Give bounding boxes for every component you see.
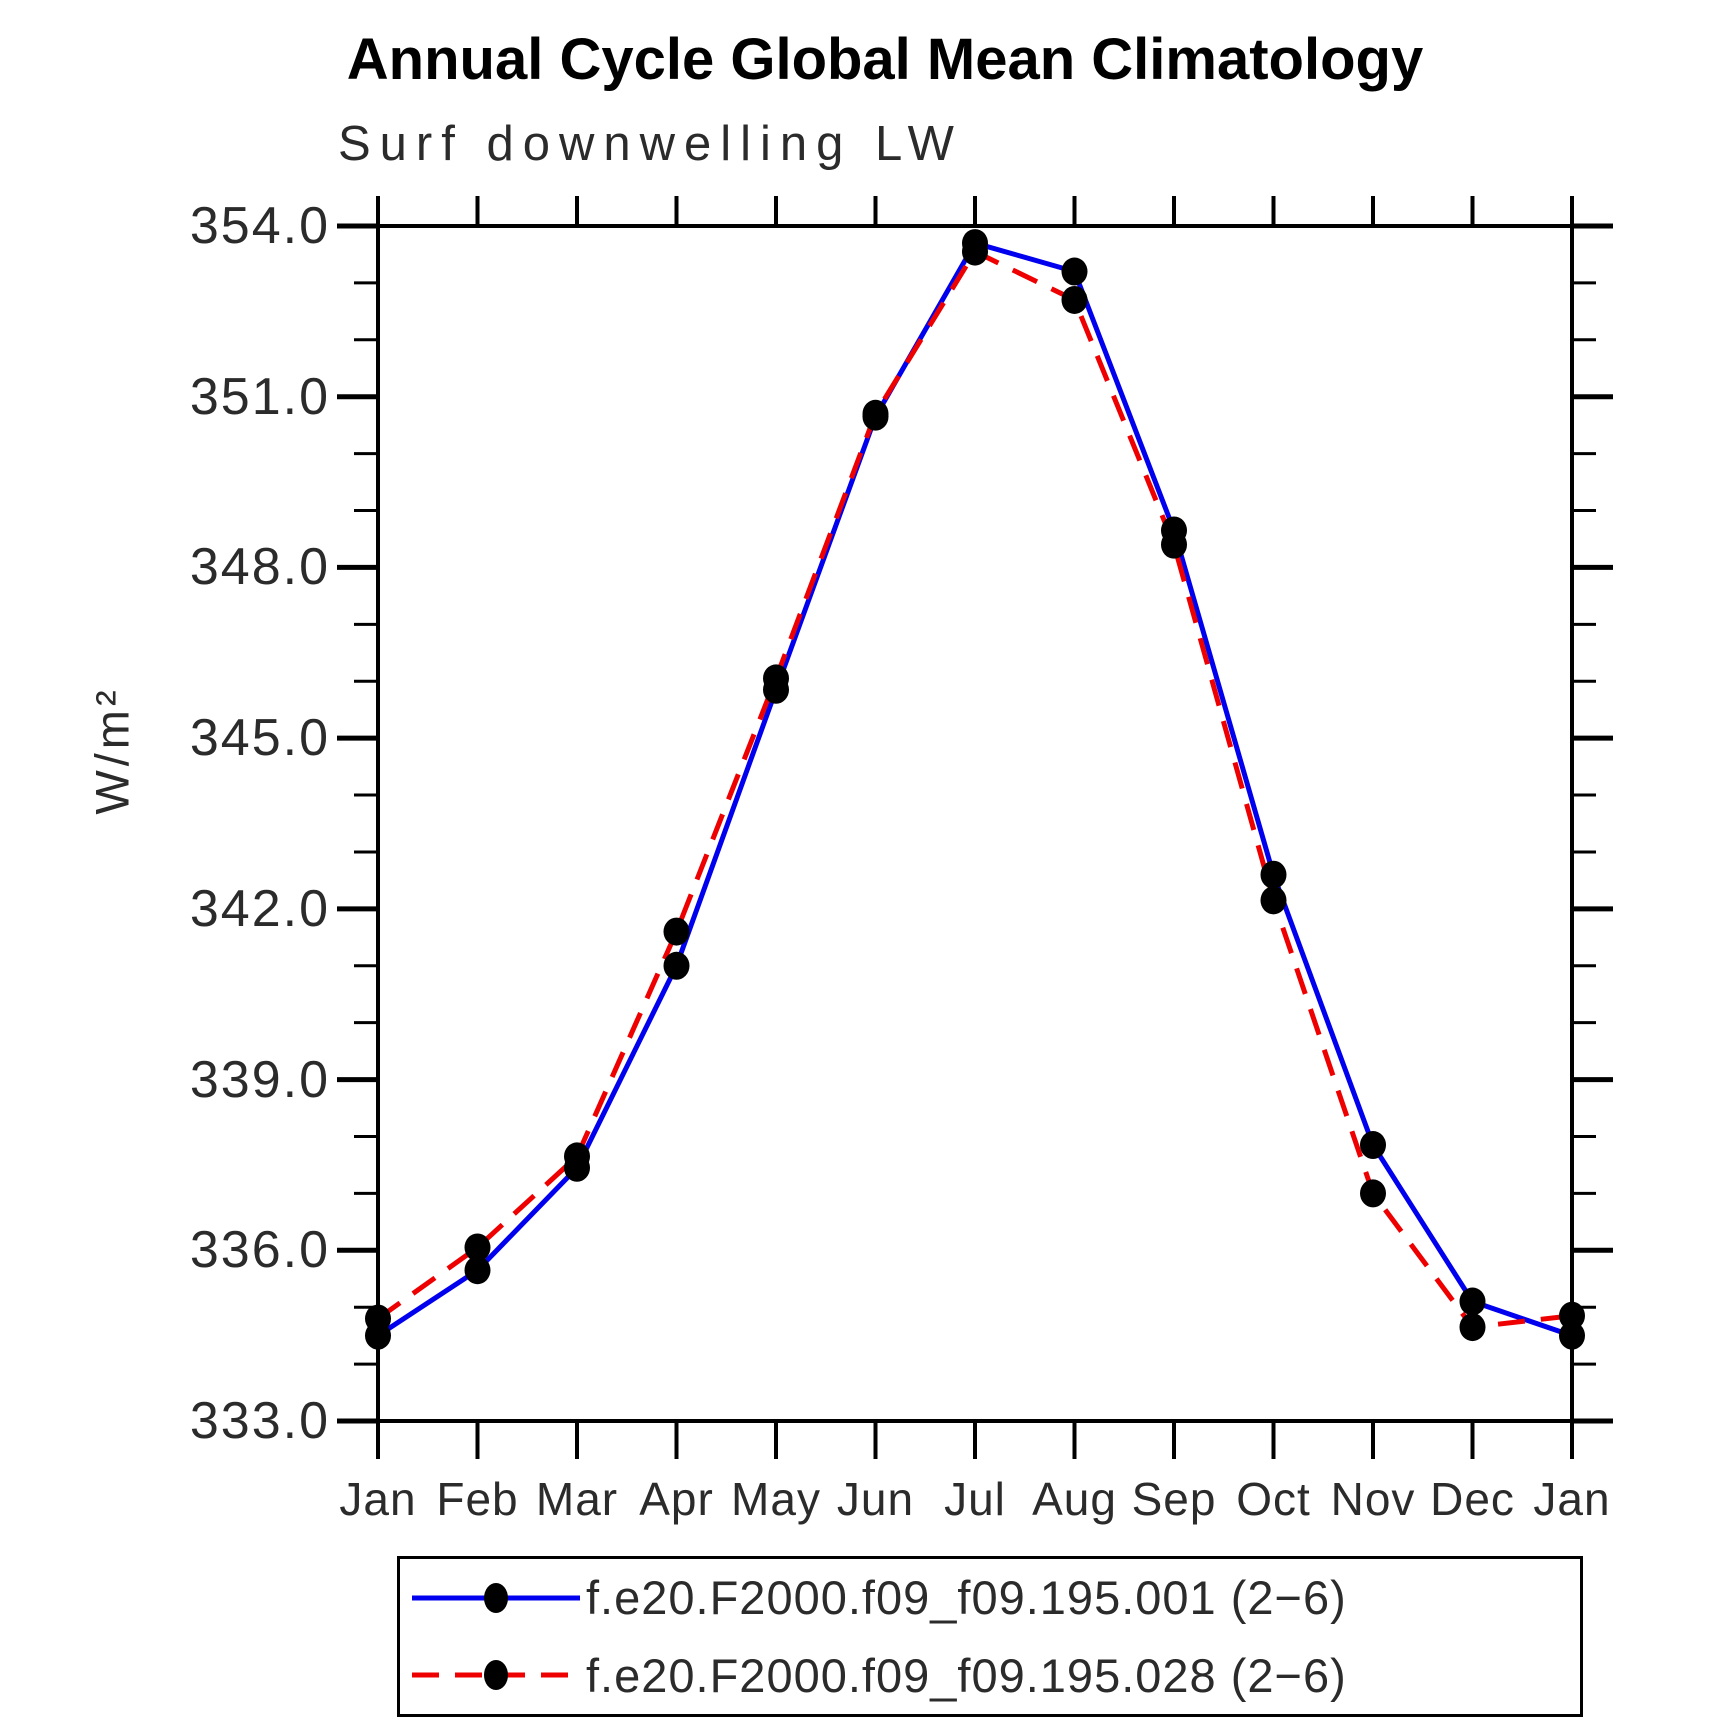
data-point-marker (464, 1256, 491, 1285)
y-tick-label: 333.0 (189, 1392, 330, 1450)
data-point-marker (763, 664, 789, 693)
x-tick-label: Jan (339, 1473, 417, 1525)
legend-sample-solid-line (412, 1582, 580, 1613)
y-tick-label: 336.0 (189, 1221, 330, 1280)
x-tick-label: May (731, 1473, 821, 1525)
data-point-marker (663, 917, 690, 946)
legend-label-series-2: f.e20.F2000.f09_f09.195.028 (2−6) (586, 1648, 1347, 1702)
data-point-marker (1559, 1321, 1585, 1350)
x-tick-label: Jun (836, 1473, 915, 1525)
x-tick-label: Mar (535, 1473, 619, 1525)
y-tick-label: 351.0 (189, 367, 330, 426)
data-point-marker (1061, 257, 1088, 286)
data-point-marker (1459, 1313, 1486, 1342)
legend-row-series-2: f.e20.F2000.f09_f09.195.028 (2−6) (400, 1637, 1580, 1715)
data-point-marker (464, 1233, 491, 1262)
plot-frame (376, 224, 1574, 1423)
data-point-marker (1360, 1179, 1386, 1208)
x-tick-label: Jul (944, 1473, 1006, 1525)
x-tick-label: Dec (1430, 1473, 1515, 1525)
chart-title: Annual Cycle Global Mean Climatology (346, 27, 1424, 92)
x-tick-label: Oct (1236, 1473, 1311, 1525)
chart-subtitle: Surf downwelling LW (338, 117, 963, 171)
data-point-marker (1260, 886, 1287, 915)
x-tick-label: Feb (436, 1473, 519, 1525)
data-point-marker (862, 399, 889, 428)
y-tick-label: 339.0 (189, 1050, 330, 1109)
y-tick-label: 348.0 (189, 538, 330, 597)
data-point-marker (663, 951, 690, 980)
legend-label-series-1: f.e20.F2000.f09_f09.195.001 (2−6) (586, 1571, 1347, 1625)
x-tick-label: Aug (1032, 1473, 1117, 1525)
data-point-marker (962, 237, 988, 266)
x-tick-label: Nov (1330, 1473, 1416, 1525)
legend-box: f.e20.F2000.f09_f09.195.001 (2−6) f.e20.… (397, 1556, 1583, 1717)
data-point-marker (1360, 1131, 1386, 1160)
y-tick-label: 354.0 (189, 197, 330, 255)
legend-sample-dashed-line (412, 1660, 580, 1691)
data-point-marker (365, 1304, 391, 1333)
x-tick-label: Sep (1131, 1473, 1217, 1525)
x-tick-label: Jan (1533, 1473, 1611, 1525)
data-point-marker (1559, 1301, 1585, 1330)
legend-row-series-1: f.e20.F2000.f09_f09.195.001 (2−6) (400, 1559, 1580, 1637)
data-point-marker (1459, 1287, 1486, 1316)
y-tick-label: 345.0 (189, 709, 330, 768)
y-tick-label: 342.0 (189, 879, 330, 938)
series-line-2 (376, 248, 1573, 1330)
x-tick-label: Apr (639, 1473, 714, 1525)
data-point-marker (1161, 530, 1187, 559)
data-point-marker (564, 1142, 590, 1171)
data-point-marker (1260, 860, 1287, 889)
data-point-marker (1061, 285, 1088, 314)
